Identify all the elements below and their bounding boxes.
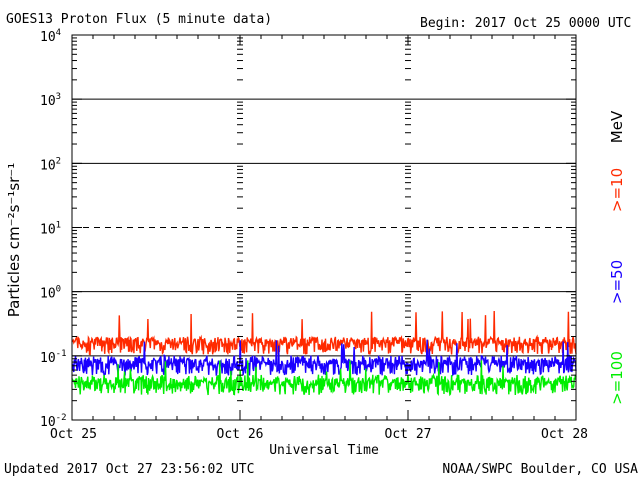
legend: MeV >=10 >=50 >=100: [608, 110, 626, 405]
y-tick-label: 104: [40, 28, 61, 45]
legend-unit: MeV: [608, 110, 626, 143]
begin-time-label: Begin: 2017 Oct 25 0000 UTC: [420, 16, 631, 31]
legend-entry-1: >=10: [608, 168, 626, 212]
y-tick-label: 101: [40, 221, 61, 238]
series-line-2: [71, 339, 577, 377]
series-group: [71, 310, 577, 397]
x-tick-label: Oct 26: [217, 427, 264, 442]
x-tick-label: Oct 28: [541, 427, 588, 442]
series-line-1: [71, 310, 577, 356]
plot-frame: [71, 34, 577, 421]
chart-title: GOES13 Proton Flux (5 minute data): [6, 12, 272, 27]
y-tick-label: 103: [40, 92, 61, 109]
y-axis-label: Particles cm⁻²s⁻¹sr⁻¹: [5, 163, 23, 317]
legend-entry-3: >=100: [608, 351, 626, 405]
legend-entry-2: >=50: [608, 260, 626, 304]
y-tick-label: 102: [40, 156, 61, 173]
y-tick-label: 100: [40, 285, 61, 302]
plot-area: [72, 98, 576, 357]
y-tick-label: 10-1: [40, 349, 67, 366]
y-tick-label: 10-2: [40, 413, 67, 430]
x-tick-labels: Oct 25 Oct 26 Oct 27 Oct 28: [50, 427, 588, 442]
data-source: NOAA/SWPC Boulder, CO USA: [442, 462, 638, 477]
x-axis-label: Universal Time: [269, 443, 379, 458]
x-tick-label: Oct 27: [385, 427, 432, 442]
x-tick-label: Oct 25: [50, 427, 97, 442]
updated-timestamp: Updated 2017 Oct 27 23:56:02 UTC: [4, 462, 254, 477]
y-tick-labels: 10-2 10-1 100 101 102 103 104: [40, 28, 67, 430]
series-line-3: [71, 360, 577, 397]
